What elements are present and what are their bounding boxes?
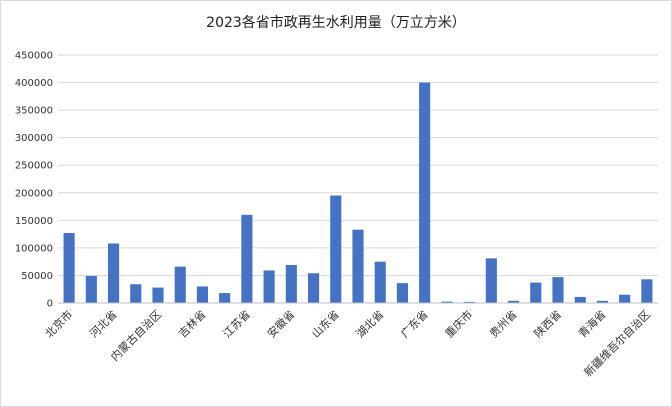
bar bbox=[130, 284, 142, 303]
bar bbox=[396, 283, 408, 303]
bar bbox=[152, 287, 164, 303]
y-axis-ticks: 0 50000 100000 150000 200000 250000 300000 3500… bbox=[15, 51, 53, 310]
bar bbox=[85, 275, 97, 303]
bar bbox=[463, 301, 475, 303]
bar bbox=[63, 233, 75, 303]
bar bbox=[485, 258, 497, 303]
x-tick-label: 广东省 bbox=[398, 308, 431, 341]
x-tick-label: 湖北省 bbox=[354, 308, 387, 341]
x-tick-label: 山东省 bbox=[309, 308, 342, 341]
x-tick-label: 吉林省 bbox=[175, 307, 208, 340]
x-tick-label: 江苏省 bbox=[220, 308, 253, 341]
bar bbox=[508, 300, 520, 303]
bar bbox=[108, 243, 120, 303]
x-tick-label: 河北省 bbox=[87, 308, 120, 341]
x-tick-label: 重庆市 bbox=[442, 307, 475, 340]
bar bbox=[552, 277, 564, 303]
bars bbox=[63, 82, 653, 303]
y-tick-label: 200000 bbox=[15, 188, 53, 199]
x-tick-label: 贵州省 bbox=[487, 308, 520, 341]
bar bbox=[441, 301, 453, 303]
y-tick-label: 350000 bbox=[15, 106, 53, 117]
bar bbox=[530, 282, 542, 303]
x-tick-label: 北京市 bbox=[42, 307, 75, 340]
bar bbox=[285, 264, 297, 303]
bar bbox=[263, 270, 275, 303]
bar bbox=[596, 300, 608, 303]
y-tick-label: 250000 bbox=[15, 161, 53, 172]
x-axis-ticks: 北京市 河北省内蒙古自治区 吉林省 江苏省 安徽省 山东省 湖北省 广东省 重庆市 贵州省 陕西省青… bbox=[42, 307, 653, 379]
bar bbox=[374, 261, 386, 303]
bar bbox=[174, 266, 186, 303]
bar bbox=[641, 279, 653, 303]
bar bbox=[330, 195, 342, 303]
bar bbox=[308, 273, 320, 303]
y-tick-label: 50000 bbox=[21, 271, 53, 282]
bar bbox=[419, 82, 431, 303]
y-tick-label: 0 bbox=[47, 299, 53, 310]
y-tick-label: 400000 bbox=[15, 78, 53, 89]
y-tick-label: 100000 bbox=[15, 243, 53, 254]
bar bbox=[196, 286, 208, 303]
chart-title: 2023各省市政再生水利用量（万立方米） bbox=[206, 14, 466, 31]
bar bbox=[619, 294, 631, 303]
x-tick-label: 青海省 bbox=[575, 307, 608, 340]
gridlines bbox=[58, 54, 658, 276]
x-tick-label: 陕西省 bbox=[531, 307, 564, 340]
bar bbox=[241, 214, 253, 303]
bar bbox=[219, 293, 231, 303]
y-tick-label: 450000 bbox=[15, 51, 53, 62]
x-tick-label: 安徽省 bbox=[264, 307, 297, 340]
bar bbox=[574, 296, 586, 303]
y-tick-label: 300000 bbox=[15, 133, 53, 144]
y-tick-label: 150000 bbox=[15, 216, 53, 227]
bar bbox=[352, 229, 364, 303]
